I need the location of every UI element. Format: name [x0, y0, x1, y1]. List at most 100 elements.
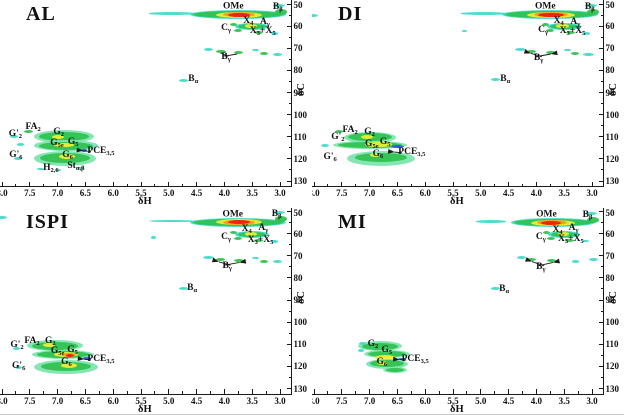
- contour-blob: [272, 3, 285, 7]
- contour-blob: [565, 238, 575, 242]
- x-axis-label: δH: [138, 196, 152, 207]
- contour-blob: [270, 240, 278, 243]
- x-tick: [508, 181, 510, 186]
- contour-blob: [244, 24, 257, 28]
- x-tick-label: 8.0: [0, 395, 8, 406]
- y-minor-tick: [288, 266, 291, 268]
- peak-label-Aγ: Aγ: [260, 17, 270, 29]
- peak-label-text: B: [500, 73, 507, 84]
- peak-label-FA2: FA2: [342, 125, 358, 137]
- y-tick-label: 70: [293, 43, 303, 54]
- peak-label-text: X: [241, 223, 249, 234]
- peak-label-text: G: [45, 336, 53, 347]
- y-tick: [286, 388, 291, 389]
- y-tick: [286, 47, 291, 49]
- peak-label-subscript: α: [193, 286, 198, 294]
- y-tick: [598, 92, 603, 93]
- peak-label-subscript: 5: [582, 30, 586, 38]
- y-minor-tick: [600, 376, 603, 378]
- peak-label-text: PCE: [87, 145, 107, 156]
- contour-blob: [374, 355, 395, 361]
- peak-label-text: G: [50, 345, 59, 356]
- contour-blob: [244, 232, 257, 236]
- x-minor-tick: [549, 391, 551, 394]
- peak-label-text: OMe: [534, 0, 556, 11]
- peak-label-FA2: FA2: [26, 122, 41, 134]
- peak-label-text: OMe: [222, 208, 244, 219]
- y-axis-label: δC: [296, 82, 308, 97]
- y-tick-label: 50: [605, 0, 615, 10]
- peak-label-Bα: Bα: [499, 284, 509, 296]
- peak-label-subscript: 3: [254, 238, 258, 246]
- x-tick: [535, 181, 537, 186]
- x-tick: [313, 181, 315, 186]
- x-axis-label: δH: [450, 403, 464, 415]
- y-tick-label: 120: [293, 361, 308, 372]
- peak-label-text: G: [379, 136, 388, 147]
- contour-blob: [229, 231, 237, 235]
- x-minor-tick: [98, 391, 100, 394]
- peak-label-text: FA: [342, 125, 355, 136]
- x-tick: [563, 389, 565, 394]
- peak-label-G5: G5: [67, 345, 78, 357]
- contour-blob: [571, 52, 580, 56]
- peak-label-text: C: [535, 232, 543, 243]
- y-tick-label: 50: [605, 207, 615, 218]
- peak-label-Bα: Bα: [187, 283, 198, 295]
- y-tick: [598, 158, 603, 160]
- contour-blob: [233, 259, 244, 263]
- peak-label-subscript: 2: [36, 339, 40, 347]
- y-minor-tick: [600, 147, 603, 149]
- peak-label-text: B: [584, 2, 592, 13]
- x-tick: [535, 389, 537, 394]
- peak-label-X3+X5: X3+X5: [558, 234, 584, 246]
- y-tick: [286, 180, 291, 182]
- y-tick: [286, 321, 291, 323]
- y-minor-tick: [288, 376, 291, 378]
- x-tick-label: 3.5: [246, 395, 258, 406]
- contour-blob: [54, 142, 75, 148]
- y-tick: [286, 158, 291, 160]
- x-tick: [452, 389, 454, 394]
- contour-blob: [461, 29, 467, 33]
- y-tick: [286, 255, 291, 257]
- peak-label-text: B: [582, 210, 589, 221]
- x-tick: [112, 181, 114, 186]
- peak-label-text: B: [222, 261, 229, 271]
- peak-label-subscript: 5e: [58, 349, 65, 357]
- x-tick: [168, 389, 170, 394]
- x-tick-label: 5.5: [135, 395, 147, 406]
- x-tick-label: 6.5: [391, 188, 404, 198]
- x-tick-label: 4.0: [218, 395, 231, 406]
- x-axis-label: δH: [450, 196, 464, 207]
- contour-blob: [216, 258, 225, 262]
- x-tick: [1, 389, 3, 394]
- peak-label-subscript: 3,5: [417, 150, 426, 158]
- peak-label-Bβ: Bβ: [273, 2, 283, 14]
- peak-label-G6: G6: [62, 150, 73, 162]
- x-minor-tick: [494, 183, 496, 186]
- x-tick-label: 4.0: [530, 395, 543, 406]
- y-tick: [286, 3, 291, 5]
- peak-label-Bβ: Bβ: [582, 210, 593, 222]
- peak-label-G5: G5: [68, 137, 79, 149]
- x-minor-tick: [182, 183, 184, 186]
- peak-label-text: +X: [569, 26, 583, 37]
- x-tick-label: 7.0: [51, 395, 64, 406]
- peak-label-text: G: [372, 148, 381, 159]
- y-axis-line: [603, 207, 604, 394]
- peak-label-subscript: γ: [227, 56, 231, 64]
- peak-label-Bγ: Bγ: [221, 52, 231, 64]
- y-tick-label: 50: [293, 207, 303, 218]
- contour-blob: [527, 258, 537, 261]
- y-tick: [598, 47, 603, 49]
- peak-label-subscript: γ: [577, 20, 581, 28]
- x-tick-label: 4.5: [190, 188, 203, 198]
- peak-label-G6: G6: [372, 148, 384, 161]
- peak-label-text: G': [10, 339, 21, 350]
- y-tick: [286, 92, 291, 93]
- contour-blob: [39, 132, 90, 142]
- peak-label-subscript: β: [589, 214, 593, 222]
- y-tick-label: 90: [605, 295, 615, 305]
- peak-label-subscript: 5e: [57, 141, 64, 149]
